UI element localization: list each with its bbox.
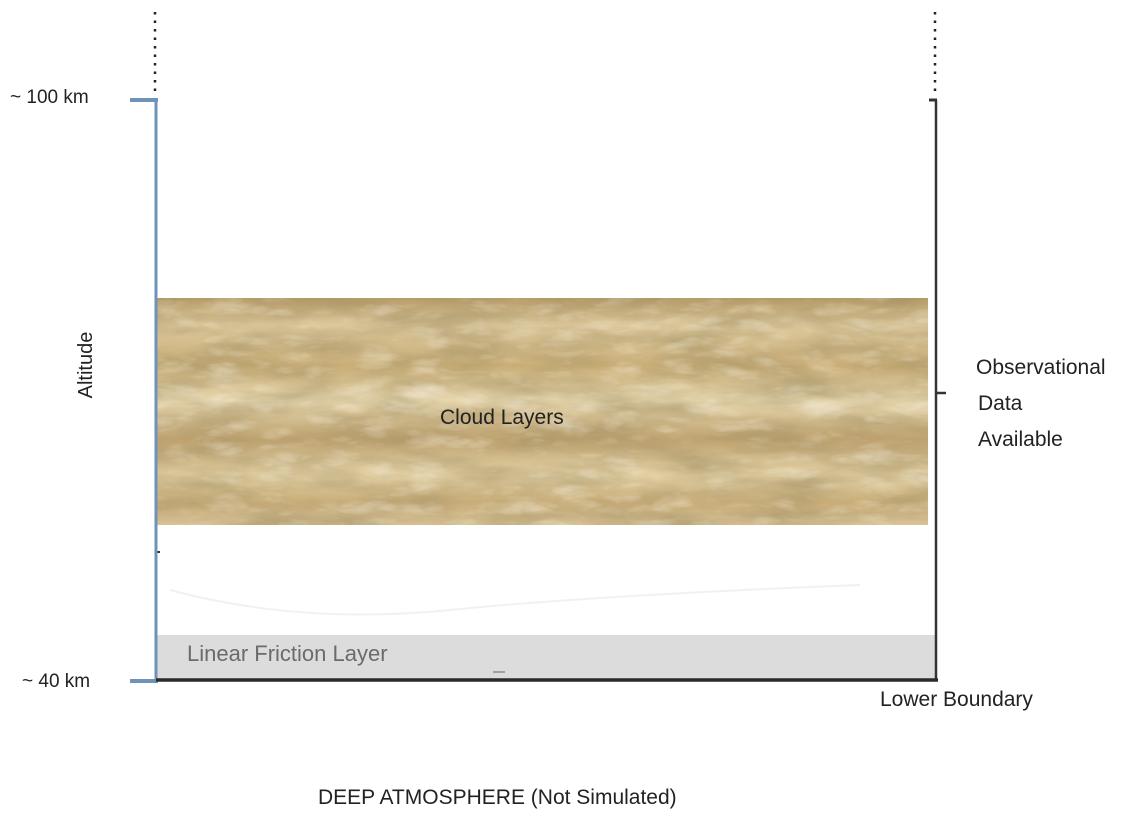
top-altitude-label: ~ 100 km [10,87,89,108]
friction-layer-band [157,635,935,679]
observational-label-line2: Data [978,392,1023,415]
faint-boundary-curve [169,584,861,616]
altitude-axis-label: Altitude [75,331,97,399]
cloud-layers-label: Cloud Layers [440,406,564,429]
deep-atmosphere-label: DEEP ATMOSPHERE (Not Simulated) [318,786,677,809]
lower-boundary-label: Lower Boundary [880,688,1033,711]
observational-data-label: Observational Data Available [976,350,1106,458]
observational-label-line1: Observational [976,356,1106,379]
observational-label-line3: Available [978,428,1063,451]
bottom-altitude-label: ~ 40 km [22,671,91,692]
friction-layer-label: Linear Friction Layer [187,641,388,666]
cloud-layer-band [157,298,928,525]
